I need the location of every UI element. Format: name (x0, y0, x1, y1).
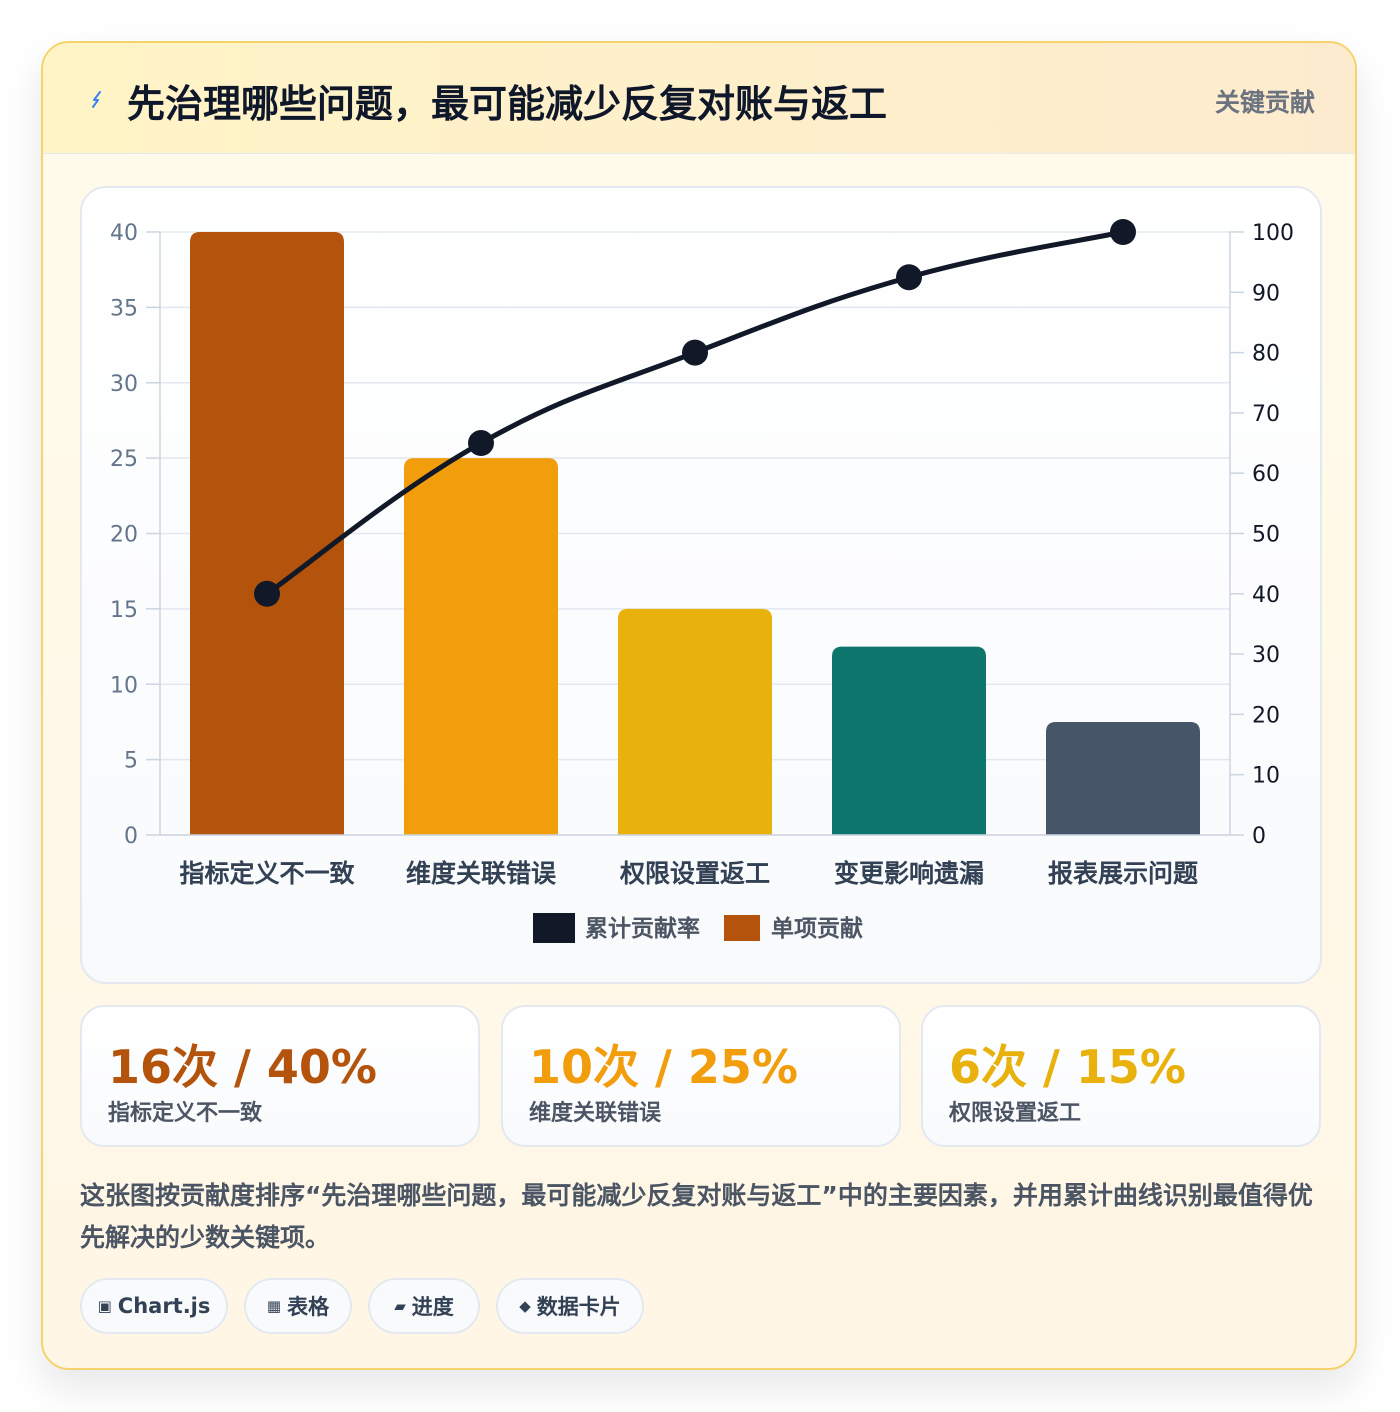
y-right-tick-label: 60 (1252, 462, 1280, 487)
tag-table[interactable]: ▦ 表格 (244, 1278, 352, 1334)
line-point (254, 580, 280, 607)
chart-icon: ▣ (97, 1297, 112, 1315)
diamond-icon: ◆ (519, 1297, 531, 1315)
x-tick-label: 指标定义不一致 (179, 859, 355, 888)
x-tick-label: 维度关联错误 (406, 859, 557, 888)
legend-label: 累计贡献率 (585, 915, 700, 942)
stat-value: 6次 / 15% (949, 1040, 1186, 1094)
y-right-tick-label: 30 (1252, 643, 1280, 668)
page-title: 先治理哪些问题，最可能减少反复对账与返工 (127, 82, 888, 126)
bar (618, 608, 772, 835)
line-point (896, 264, 922, 291)
y-right-tick-label: 0 (1252, 824, 1266, 849)
main-card: 先治理哪些问题，最可能减少反复对账与返工 关键贡献 0 5 10 15 20 25 30 35… (41, 41, 1357, 1370)
y-left-tick-label: 35 (110, 296, 138, 321)
y-right-tick-label: 90 (1252, 281, 1280, 306)
stat-card-2: 10次 / 25% 维度关联错误 (501, 1005, 901, 1147)
bar (1046, 721, 1200, 835)
y-left-tick-label: 0 (124, 824, 138, 849)
bar (404, 458, 558, 835)
x-tick-label: 报表展示问题 (1048, 859, 1198, 888)
y-right-tick-label: 40 (1252, 583, 1280, 608)
chart-panel: 0 5 10 15 20 25 30 35 40 0 10 20 30 40 50 60 70 80 90 100 指标… (80, 186, 1322, 984)
legend-label: 单项贡献 (771, 916, 863, 942)
y-right-tick-label: 50 (1252, 523, 1280, 548)
stat-label: 指标定义不一致 (108, 1101, 263, 1126)
y-right-tick-label: 20 (1252, 703, 1280, 728)
x-tick-label: 权限设置返工 (619, 859, 770, 888)
stat-value: 16次 / 40% (108, 1040, 377, 1094)
y-right-tick-label: 100 (1252, 221, 1294, 246)
progress-icon: ▰ (394, 1297, 406, 1315)
tag-label: 数据卡片 (536, 1295, 621, 1319)
stat-label: 维度关联错误 (529, 1101, 662, 1126)
legend-swatch-line (533, 913, 575, 943)
pareto-chart: 0 5 10 15 20 25 30 35 40 0 10 20 30 40 50 60 70 80 90 100 指标… (110, 219, 1294, 943)
legend-swatch-bar (724, 915, 760, 941)
chart-description: 这张图按贡献度排序“先治理哪些问题，最可能减少反复对账与返工”中的主要因素，并用… (80, 1181, 1313, 1252)
cumulative-line (265, 229, 1124, 596)
tag-label: 表格 (287, 1295, 330, 1319)
stat-label: 权限设置返工 (949, 1101, 1082, 1126)
y-left-tick-label: 40 (110, 221, 138, 246)
tag-progress[interactable]: ▰ 进度 (368, 1278, 480, 1334)
tag-label: 进度 (411, 1295, 454, 1319)
y-left-tick-label: 25 (110, 447, 138, 472)
tag-chartjs[interactable]: ▣ Chart.js (80, 1278, 228, 1334)
header-badge: 关键贡献 (1214, 88, 1315, 117)
y-left-tick-label: 5 (124, 749, 138, 774)
line-point (468, 430, 494, 457)
y-right-tick-label: 10 (1252, 764, 1280, 789)
tag-data-card[interactable]: ◆ 数据卡片 (496, 1278, 644, 1334)
tag-label: Chart.js (117, 1294, 211, 1318)
y-left-tick-label: 30 (110, 372, 138, 397)
y-right-tick-label: 70 (1252, 402, 1280, 427)
y-right-tick-label: 80 (1252, 342, 1280, 367)
bar (832, 646, 986, 835)
x-tick-label: 变更影响遗漏 (834, 859, 984, 888)
y-left-tick-label: 10 (110, 673, 138, 698)
line-point (682, 339, 708, 366)
stat-card-1: 16次 / 40% 指标定义不一致 (80, 1005, 480, 1147)
y-left-tick-label: 20 (110, 523, 138, 548)
stat-value: 10次 / 25% (529, 1040, 798, 1094)
lightning-icon (92, 91, 101, 108)
y-left-tick-label: 15 (110, 598, 138, 623)
line-point (1110, 219, 1136, 245)
table-icon: ▦ (266, 1297, 282, 1315)
card-header: 先治理哪些问题，最可能减少反复对账与返工 关键贡献 (43, 43, 1355, 154)
bar (190, 232, 344, 835)
stat-card-3: 6次 / 15% 权限设置返工 (921, 1005, 1321, 1147)
